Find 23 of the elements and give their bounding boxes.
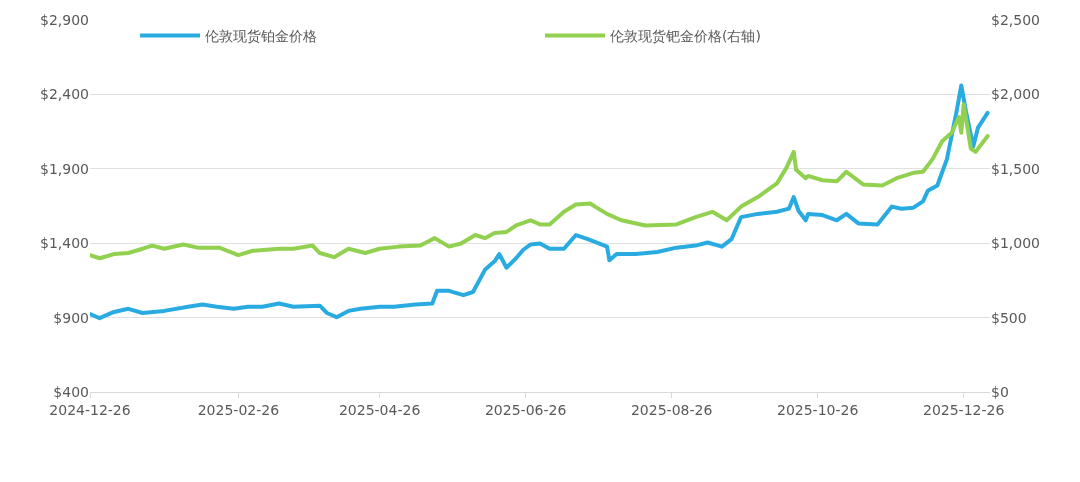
y-tick-label: $2,900 xyxy=(40,11,89,28)
y2-tick-label: $500 xyxy=(991,309,1027,326)
y2-tick-label: $2,000 xyxy=(991,86,1040,103)
y-tick-label: $400 xyxy=(53,383,89,400)
y2-tick-label: $2,500 xyxy=(991,11,1040,28)
x-tick-label: 2025-10-26 xyxy=(776,401,859,418)
line-series xyxy=(90,102,990,261)
x-tick-label: 2025-08-26 xyxy=(630,401,713,418)
legend-label: 伦敦现货铂金价格 xyxy=(205,28,317,45)
y-tick-label: $1,900 xyxy=(40,160,89,177)
x-tick-label: 2025-06-26 xyxy=(484,401,567,418)
y-tick-label: $2,400 xyxy=(40,86,89,103)
line-series xyxy=(90,83,990,321)
y2-tick-label: $1,000 xyxy=(991,235,1040,252)
y2-tick-label: $1,500 xyxy=(991,160,1040,177)
legend-label: 伦敦现货钯金价格(右轴) xyxy=(610,28,761,45)
x-tick-label: 2025-12-26 xyxy=(922,401,1005,418)
x-tick-label: 2025-02-26 xyxy=(197,401,280,418)
y-tick-label: $900 xyxy=(53,309,89,326)
x-tick-label: 2025-04-26 xyxy=(338,401,421,418)
x-tick-label: 2024-12-26 xyxy=(49,401,131,418)
y2-tick-label: $0 xyxy=(991,383,1009,400)
y-tick-label: $1,400 xyxy=(40,235,89,252)
